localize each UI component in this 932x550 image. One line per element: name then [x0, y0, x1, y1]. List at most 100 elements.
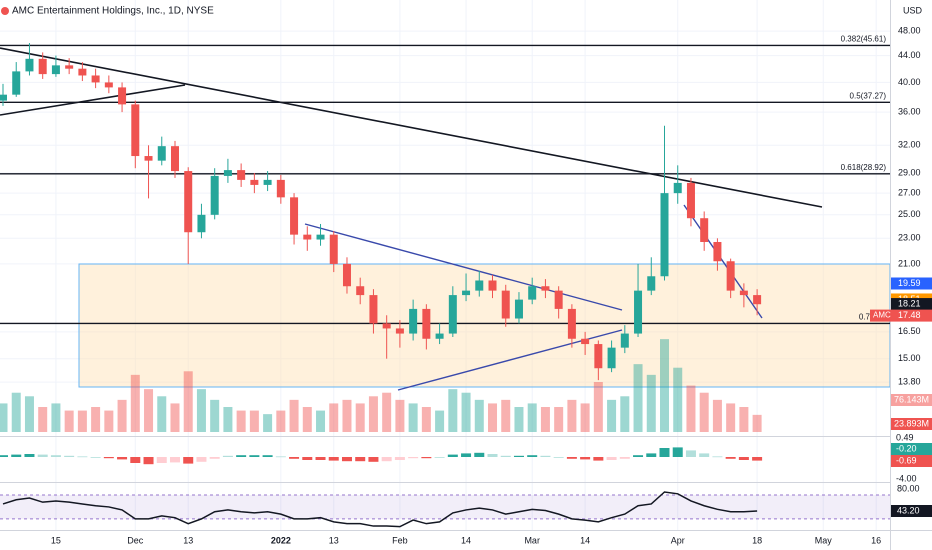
candle-body: [12, 71, 21, 95]
candle-body: [554, 290, 563, 309]
x-tick-label: May: [815, 535, 833, 545]
candle-body: [263, 179, 272, 185]
volume-bar: [263, 414, 273, 432]
candle-body: [647, 276, 656, 291]
macd-bar: [222, 455, 233, 457]
candle-body: [634, 290, 643, 334]
candle-body: [237, 170, 246, 180]
macd-bar: [633, 455, 644, 457]
macd-bar: [394, 457, 405, 460]
candle-body: [594, 344, 603, 369]
candle-body: [607, 347, 616, 369]
macd-bar: [11, 454, 22, 457]
macd-bar: [90, 457, 101, 458]
macd-label: 0.49: [896, 432, 914, 442]
volume-bar: [752, 414, 762, 432]
candle-body: [316, 234, 325, 240]
macd-bar: [461, 453, 472, 457]
volume-bar: [170, 403, 180, 432]
price-label-bg: [891, 298, 932, 311]
fib-label: 0.382(45.61): [841, 35, 887, 44]
macd-bar: [540, 455, 551, 457]
volume-bar: [461, 392, 471, 432]
candle-body: [290, 197, 299, 235]
y-tick-label: 44.00: [898, 50, 921, 60]
macd-bar: [37, 454, 48, 457]
macd-bar: [580, 457, 591, 460]
volume-bar: [540, 407, 550, 432]
macd-label: -4.00: [896, 473, 917, 483]
candle-body: [673, 182, 682, 194]
macd-bar: [355, 457, 366, 462]
volume-bar: [302, 407, 312, 432]
candle-body: [223, 170, 232, 176]
candle-body: [342, 263, 351, 287]
y-tick-label: 25.00: [898, 209, 921, 219]
volume-bar: [554, 407, 564, 432]
x-tick-label: 13: [183, 535, 193, 545]
volume-bar: [421, 407, 431, 432]
volume-bar: [527, 403, 537, 432]
macd-bar: [64, 455, 75, 457]
candle-body: [250, 179, 259, 185]
macd-bar: [24, 454, 35, 457]
candle-body: [382, 323, 391, 329]
macd-bar: [566, 457, 577, 459]
fib-label: 0.5(37.27): [850, 91, 887, 100]
chart-title: AMC Entertainment Holdings, Inc., 1D, NY…: [12, 6, 214, 17]
candle-body: [356, 286, 365, 296]
x-tick-label: 2022: [271, 535, 291, 545]
volume-label: 76.143M: [894, 394, 929, 404]
volume-bar: [699, 392, 709, 432]
volume-bar: [77, 410, 87, 432]
volume-bar: [130, 374, 140, 432]
candle-body: [303, 234, 312, 240]
volume-bar: [210, 399, 220, 432]
macd-bar: [553, 457, 564, 458]
volume-bar: [289, 399, 299, 432]
symbol-tag: AMC: [873, 311, 891, 320]
volume-bar: [435, 410, 445, 432]
y-tick-label: 32.00: [898, 140, 921, 150]
candle-body: [65, 65, 74, 69]
macd-bar: [0, 455, 8, 457]
y-tick-label: 40.00: [898, 77, 921, 87]
volume-bar: [355, 403, 365, 432]
candle-body: [435, 333, 444, 339]
volume-bar: [739, 407, 749, 432]
candle-body: [514, 299, 523, 319]
macd-bar: [712, 456, 723, 458]
macd-bar: [196, 457, 207, 462]
symbol-tag-bg: [870, 309, 891, 322]
macd-bar: [593, 457, 604, 461]
macd-pane: [0, 447, 763, 465]
y-tick-label: 48.00: [898, 25, 921, 35]
candle-body: [462, 290, 471, 296]
volume-bar: [712, 399, 722, 432]
candle-body: [197, 214, 206, 233]
price-label-bg: [891, 277, 932, 290]
x-tick-label: 13: [329, 535, 339, 545]
macd-bar: [725, 457, 736, 459]
candles: [0, 43, 762, 381]
macd-bar: [103, 457, 114, 459]
volume-bar: [91, 407, 101, 432]
y-tick-label: 29.00: [898, 167, 921, 177]
price-label: 18.21: [898, 298, 921, 308]
macd-bar: [659, 448, 670, 457]
candle-body: [726, 261, 735, 291]
macd-bar: [302, 457, 313, 460]
macd-bar: [156, 457, 167, 463]
rsi-tick-label: 80.00: [897, 483, 920, 493]
volume-bar: [316, 410, 326, 432]
macd-bar: [699, 453, 710, 457]
volume-bar: [0, 403, 8, 432]
x-tick-label: 15: [51, 535, 61, 545]
macd-bar: [249, 455, 260, 457]
candle-body: [528, 286, 537, 300]
candle-body: [409, 308, 418, 334]
x-tick-label: 14: [461, 535, 471, 545]
candle-body: [488, 280, 497, 291]
candle-body: [104, 82, 113, 88]
rsi-band: [0, 494, 890, 519]
